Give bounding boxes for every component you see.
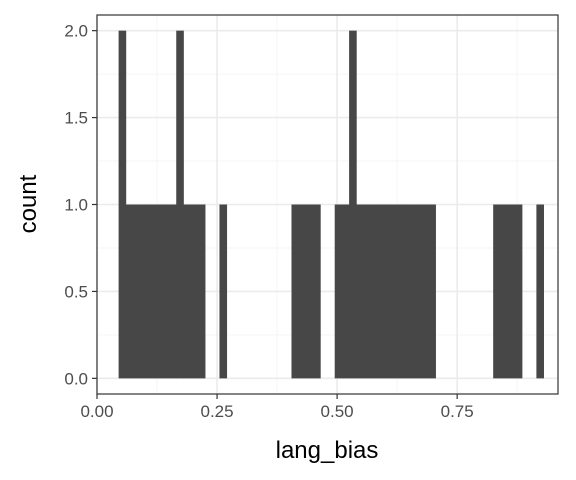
histogram-bar [364, 205, 372, 379]
x-tick-label: 0.50 [321, 402, 354, 421]
y-tick-label: 0.5 [64, 282, 88, 301]
y-axis-title: count [15, 174, 42, 233]
x-axis-title: lang_bias [276, 437, 379, 464]
histogram-bar [493, 205, 501, 379]
y-tick-label: 1.0 [64, 196, 88, 215]
histogram-bar [536, 205, 544, 379]
histogram-bar [414, 205, 422, 379]
histogram-bar [133, 205, 141, 379]
histogram-bar [162, 205, 170, 379]
histogram-bar [500, 205, 508, 379]
histogram-bar [291, 205, 299, 379]
histogram-bar [349, 31, 357, 379]
histogram-bar [392, 205, 400, 379]
histogram-bar [176, 31, 184, 379]
histogram-bar [508, 205, 516, 379]
histogram-bar [119, 31, 127, 379]
histogram-bar [198, 205, 206, 379]
histogram-bar [169, 205, 177, 379]
histogram-bar [335, 205, 343, 379]
histogram-bar [306, 205, 314, 379]
histogram-bar [428, 205, 436, 379]
histogram-bar [378, 205, 386, 379]
histogram-bar [342, 205, 350, 379]
histogram-bar [126, 205, 134, 379]
x-tick-label: 0.75 [441, 402, 474, 421]
histogram-bar [356, 205, 364, 379]
y-tick-label: 1.5 [64, 109, 88, 128]
histogram-bar [219, 205, 227, 379]
x-tick-label: 0.00 [80, 402, 113, 421]
y-tick-label: 2.0 [64, 22, 88, 41]
histogram-bar [313, 205, 321, 379]
histogram-bar [155, 205, 163, 379]
histogram-bar [140, 205, 148, 379]
y-tick-label: 0.0 [64, 369, 88, 388]
histogram-bar [299, 205, 307, 379]
histogram-bar [191, 205, 199, 379]
histogram-bar [183, 205, 191, 379]
histogram-bar [400, 205, 408, 379]
histogram-bar [147, 205, 155, 379]
histogram-bar [407, 205, 415, 379]
histogram-bar [385, 205, 393, 379]
x-tick-label: 0.25 [201, 402, 234, 421]
histogram-bar [515, 205, 523, 379]
histogram-bar [371, 205, 379, 379]
histogram-bar [421, 205, 429, 379]
